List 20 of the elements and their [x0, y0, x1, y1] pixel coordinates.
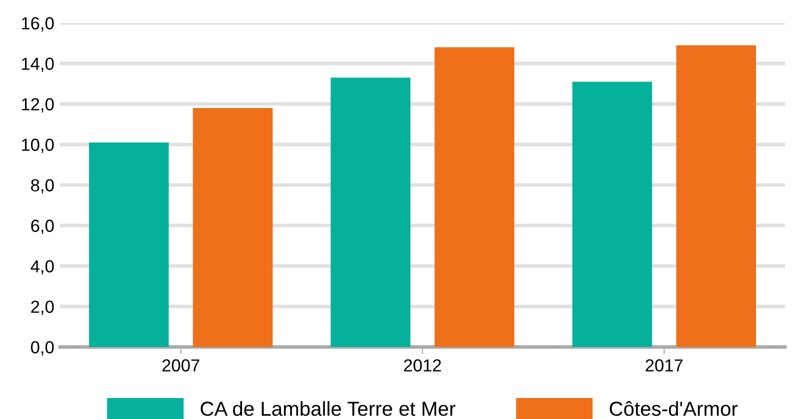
y-tick-label: 6,0: [31, 220, 54, 234]
x-tick-label: 2012: [404, 359, 441, 372]
x-tick-label: 2007: [162, 359, 200, 372]
y-tick-label: 14,0: [22, 58, 54, 72]
legend-label: CA de Lamballe Terre et Mer: [200, 401, 456, 416]
y-tick-label: 4,0: [30, 260, 54, 275]
y-tick-label: 8,0: [31, 179, 54, 194]
y-tick-label: 10,0: [22, 138, 54, 154]
y-tick-label: 16,0: [22, 17, 54, 32]
y-tick-label: 0,0: [30, 341, 54, 356]
y-tick-label: 2,0: [31, 300, 54, 316]
bar: [676, 45, 756, 347]
y-tick-label: 12,0: [22, 98, 54, 113]
legend-label: Côtes-d'Armor: [610, 401, 738, 416]
bar: [434, 47, 514, 347]
bar: [572, 82, 652, 347]
bar: [330, 78, 410, 347]
bar: [89, 142, 169, 347]
x-tick-label: 2017: [646, 359, 683, 372]
bar: [192, 108, 273, 347]
